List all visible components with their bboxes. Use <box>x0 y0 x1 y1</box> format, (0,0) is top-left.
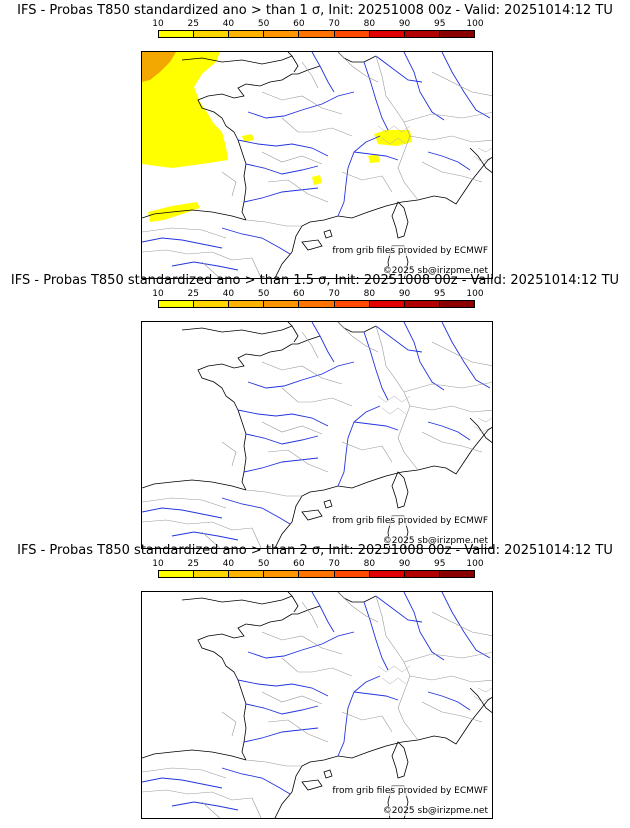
map-svg <box>142 592 492 818</box>
prob-area-small1 <box>242 134 254 142</box>
probability-areas <box>142 52 412 222</box>
colorbar-swatch <box>299 301 335 307</box>
credit-text: from grib files provided by ECMWF <box>332 246 488 256</box>
prob-area-northwest <box>142 52 176 82</box>
colorbar-tick-label: 25 <box>187 559 199 569</box>
colorbar-tick-label: 50 <box>257 289 270 299</box>
map-frame: from grib files provided by ECMWF ©2025 … <box>141 321 493 549</box>
colorbar-tick-label: 95 <box>434 19 446 29</box>
credit-text: from grib files provided by ECMWF <box>332 516 488 526</box>
colorbar-swatch <box>159 31 195 37</box>
colorbar-tick-label: 25 <box>187 19 199 29</box>
colorbar-tick-label: 10 <box>152 19 164 29</box>
credit-text: from grib files provided by ECMWF <box>332 786 488 796</box>
colorbar-tick-label: 100 <box>466 19 484 29</box>
colorbar-swatch <box>439 31 474 37</box>
panel-title: IFS - Probas T850 standardized ano > tha… <box>17 3 613 18</box>
colorbar-swatch <box>264 571 300 577</box>
colorbar-tick-label: 10 <box>152 559 164 569</box>
map-svg <box>142 52 492 278</box>
colorbar-swatch <box>264 301 300 307</box>
colorbar-tick-label: 50 <box>257 559 270 569</box>
colorbar-swatch <box>404 301 440 307</box>
colorbar: 10 25 40 50 60 70 80 90 95 100 <box>152 289 484 318</box>
colorbar-boxes <box>158 570 475 578</box>
colorbar-tick-label: 40 <box>222 19 235 29</box>
colorbar-tick-label: 95 <box>434 289 446 299</box>
colorbar-tick-label: 80 <box>363 559 376 569</box>
colorbar: 10 25 40 50 60 70 80 90 95 100 <box>152 19 484 48</box>
map-panel-1sigma: IFS - Probas T850 standardized ano > tha… <box>0 3 630 279</box>
panel-title: IFS - Probas T850 standardized ano > tha… <box>10 273 620 288</box>
colorbar-tick-label: 25 <box>187 289 199 299</box>
colorbar-swatch <box>439 301 474 307</box>
colorbar-tick-label: 60 <box>293 19 305 29</box>
colorbar-tick-label: 70 <box>328 559 340 569</box>
colorbar-swatch <box>229 301 265 307</box>
colorbar-swatch <box>299 31 335 37</box>
colorbar-tick-label: 100 <box>466 289 484 299</box>
colorbar-tick-label: 10 <box>152 289 164 299</box>
colorbar-tick-label: 60 <box>293 289 305 299</box>
colorbar-swatch <box>229 571 265 577</box>
colorbar-swatch <box>299 571 335 577</box>
colorbar-swatch <box>159 301 195 307</box>
prob-area-atlantic <box>142 52 228 168</box>
colorbar-swatch <box>369 571 405 577</box>
colorbar-swatch <box>264 31 300 37</box>
colorbar-tick-label: 80 <box>363 19 376 29</box>
colorbar-boxes <box>158 30 475 38</box>
copyright-text: ©2025 sb@irizpme.net <box>382 806 488 816</box>
colorbar-swatch <box>369 301 405 307</box>
colorbar-swatch <box>194 31 230 37</box>
colorbar-swatch <box>369 31 405 37</box>
colorbar-tick-label: 95 <box>434 559 446 569</box>
colorbar-tick-label: 100 <box>466 559 484 569</box>
colorbar-swatch <box>159 571 195 577</box>
colorbar-swatch <box>334 571 370 577</box>
colorbar-tick-label: 70 <box>328 289 340 299</box>
colorbar-swatch <box>439 571 474 577</box>
panel-title: IFS - Probas T850 standardized ano > tha… <box>17 543 613 558</box>
colorbar-swatch <box>194 301 230 307</box>
map-frame: from grib files provided by ECMWF ©2025 … <box>141 51 493 279</box>
colorbar-tick-label: 90 <box>398 289 411 299</box>
colorbar: 10 25 40 50 60 70 80 90 95 100 <box>152 559 484 588</box>
prob-area-central <box>312 175 322 185</box>
copyright-text: ©2025 sb@irizpme.net <box>382 266 488 276</box>
colorbar-swatch <box>404 31 440 37</box>
map-frame: from grib files provided by ECMWF ©2025 … <box>141 591 493 819</box>
copyright-text: ©2025 sb@irizpme.net <box>382 536 488 546</box>
prob-area-small2 <box>368 154 380 163</box>
colorbar-swatch <box>194 571 230 577</box>
map-panel-1-5sigma: IFS - Probas T850 standardized ano > tha… <box>0 273 630 549</box>
colorbar-tick-label: 60 <box>293 559 305 569</box>
colorbar-tick-label: 40 <box>222 559 235 569</box>
colorbar-tick-label: 90 <box>398 19 411 29</box>
colorbar-boxes <box>158 300 475 308</box>
colorbar-tick-label: 40 <box>222 289 235 299</box>
colorbar-swatch <box>404 571 440 577</box>
prob-area-alps <box>374 130 412 146</box>
colorbar-tick-label: 70 <box>328 19 340 29</box>
colorbar-tick-label: 90 <box>398 559 411 569</box>
colorbar-swatch <box>334 31 370 37</box>
colorbar-swatch <box>229 31 265 37</box>
colorbar-tick-label: 50 <box>257 19 270 29</box>
map-panel-2sigma: IFS - Probas T850 standardized ano > tha… <box>0 543 630 819</box>
map-svg <box>142 322 492 548</box>
colorbar-swatch <box>334 301 370 307</box>
colorbar-tick-label: 80 <box>363 289 376 299</box>
